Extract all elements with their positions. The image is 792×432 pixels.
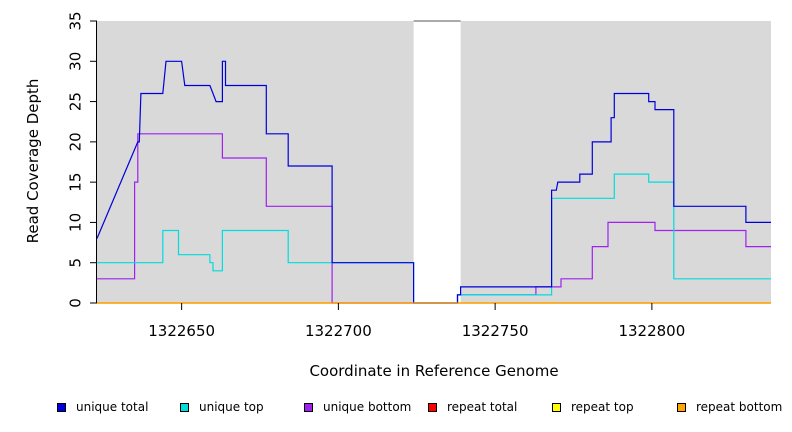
legend-swatch [180, 402, 189, 412]
legend-label: repeat bottom [696, 400, 783, 414]
y-tick-label: 25 [66, 92, 84, 111]
y-tick-label: 20 [66, 132, 84, 151]
legend-label: repeat total [447, 400, 518, 414]
legend-item-unique-bottom: unique bottom [304, 400, 411, 414]
series-line-unique-total [96, 60, 771, 304]
legend-label: unique bottom [323, 400, 412, 414]
y-tick-label: 30 [66, 52, 84, 71]
y-tick-label: 35 [66, 11, 84, 30]
legend-item-repeat-total: repeat total [428, 400, 517, 414]
legend-swatch [304, 402, 313, 412]
legend: unique total unique top unique bottom re… [0, 400, 792, 418]
x-tick-label: 1322800 [618, 322, 685, 340]
y-tick-label: 0 [66, 298, 84, 308]
legend-label: unique total [76, 400, 149, 414]
legend-item-repeat-bottom: repeat bottom [677, 400, 782, 414]
y-tick-label: 15 [66, 173, 84, 192]
x-tick-label: 1322750 [462, 322, 529, 340]
legend-item-repeat-top: repeat top [552, 400, 634, 414]
legend-label: repeat top [571, 400, 634, 414]
legend-swatch [57, 402, 66, 412]
y-axis-title: Read Coverage Depth [24, 78, 42, 244]
legend-swatch [677, 402, 686, 412]
legend-swatch [552, 402, 561, 412]
legend-label: unique top [199, 400, 264, 414]
y-tick-label: 10 [66, 213, 84, 232]
x-tick-label: 1322650 [148, 322, 215, 340]
y-tick-label: 5 [66, 258, 84, 268]
x-axis-title: Coordinate in Reference Genome [309, 362, 559, 380]
legend-item-unique-top: unique top [180, 400, 264, 414]
x-tick-label: 1322700 [305, 322, 372, 340]
legend-item-unique-total: unique total [57, 400, 148, 414]
gap-region [413, 21, 461, 303]
legend-swatch [428, 402, 437, 412]
